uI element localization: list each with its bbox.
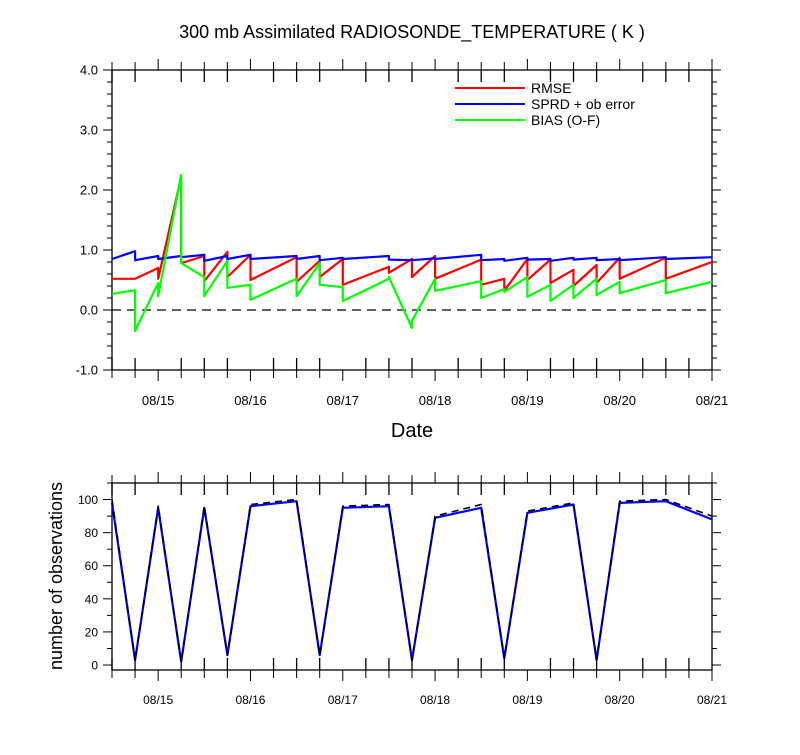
x-tick-label: 08/17	[328, 693, 358, 707]
y-tick-label: 1.0	[80, 243, 98, 258]
y-tick-label: 80	[85, 526, 99, 540]
series-line-sprd-ob-error	[111, 250, 713, 262]
y-tick-label: 60	[85, 559, 99, 573]
x-tick-label: 08/18	[419, 393, 452, 408]
x-tick-label: 08/19	[512, 693, 542, 707]
x-tick-label: 08/20	[605, 693, 635, 707]
legend-label: SPRD + ob error	[531, 96, 635, 112]
x-tick-label: 08/16	[234, 393, 267, 408]
series-line-rmse	[112, 175, 713, 292]
y-tick-label: 0	[91, 659, 98, 673]
legend-label: BIAS (O-F)	[531, 112, 600, 128]
x-tick-label: 08/19	[511, 393, 544, 408]
legend-label: RMSE	[531, 80, 571, 96]
y-tick-label: 100	[78, 493, 98, 507]
x-tick-label: 08/18	[420, 693, 450, 707]
y-axis-title: number of observations	[46, 482, 66, 670]
x-tick-label: 08/15	[142, 393, 175, 408]
x-tick-label: 08/16	[235, 693, 265, 707]
y-tick-label: 40	[85, 592, 99, 606]
x-axis-title: Date	[391, 420, 433, 442]
y-tick-label: 4.0	[80, 63, 98, 78]
x-tick-label: 08/21	[697, 693, 727, 707]
y-tick-label: -1.0	[76, 363, 98, 378]
y-tick-label: 3.0	[80, 123, 98, 138]
x-tick-label: 08/17	[326, 393, 359, 408]
plot-frame	[111, 482, 713, 671]
x-tick-label: 08/15	[143, 693, 173, 707]
bottom-plot-area: 0 20 40 60 80 100 08/15 08/16 08/17 08/18 08/19 08/…	[78, 472, 727, 707]
series-line-observations-possible	[111, 498, 713, 663]
y-tick-label: 0.0	[80, 303, 98, 318]
y-tick-label: 20	[85, 625, 99, 639]
x-tick-label: 08/21	[696, 393, 729, 408]
series-line-bias-o-f	[111, 173, 713, 333]
chart-title: 300 mb Assimilated RADIOSONDE_TEMPERATUR…	[179, 22, 645, 43]
x-tick-label: 08/20	[603, 393, 636, 408]
top-plot-area: -1.0 0.0 1.0 2.0 3.0 4.0 08/15 08/16 08/17 08/18 0…	[76, 59, 729, 408]
y-tick-label: 2.0	[80, 183, 98, 198]
